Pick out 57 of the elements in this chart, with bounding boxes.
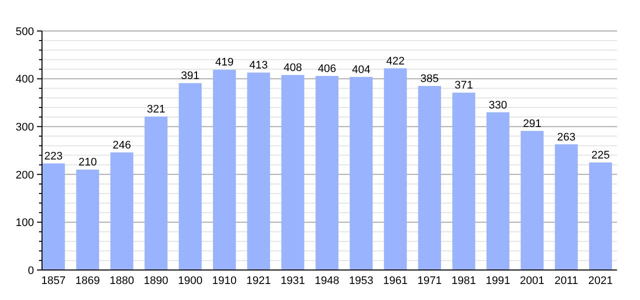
data-label: 291: [522, 118, 542, 130]
x-tick-label: 1890: [144, 275, 168, 287]
data-label: 210: [78, 156, 97, 169]
y-tick-label: 500: [16, 26, 34, 38]
x-tick-label: 1880: [110, 275, 134, 287]
data-label: 406: [318, 62, 336, 75]
bar: [520, 130, 544, 270]
bar: [554, 144, 578, 270]
bar: [110, 152, 134, 270]
bar: [178, 83, 202, 270]
bar: [42, 163, 65, 270]
data-label: 321: [146, 104, 166, 116]
bar: [384, 68, 407, 270]
x-tick-label: 1869: [75, 275, 100, 287]
y-tick-label: 300: [16, 121, 34, 134]
x-tick-label: 2011: [554, 275, 578, 287]
bar: [247, 72, 270, 270]
bar: [350, 76, 373, 270]
y-tick-label: 400: [16, 74, 34, 86]
bar: [589, 162, 612, 270]
x-tick-label: 1991: [486, 275, 510, 287]
data-label: 385: [420, 72, 439, 85]
bar: [212, 70, 236, 270]
y-tick-label: 100: [16, 217, 34, 230]
y-tick-label: 0: [28, 264, 34, 277]
x-tick-label: 1931: [280, 275, 306, 287]
x-tick-label: 2001: [520, 275, 544, 287]
x-tick-label: 1857: [41, 275, 66, 287]
bar: [76, 170, 100, 270]
data-label: 330: [488, 99, 508, 112]
data-label: 371: [454, 80, 473, 92]
data-label: 422: [386, 55, 405, 68]
data-label: 404: [352, 64, 370, 76]
data-label: 223: [44, 150, 63, 162]
x-tick-label: 1981: [452, 275, 476, 287]
bar: [418, 86, 442, 270]
data-label: 413: [249, 60, 268, 72]
x-tick-label: 1921: [246, 275, 271, 287]
bar: [316, 76, 338, 270]
x-tick-label: 1910: [212, 275, 237, 287]
bar: [452, 92, 476, 270]
x-tick-label: 1953: [348, 275, 374, 287]
data-label: 391: [181, 70, 200, 82]
x-tick-label: 2021: [588, 275, 613, 287]
data-label: 246: [112, 139, 132, 152]
bar: [486, 112, 510, 270]
data-label: 408: [284, 62, 302, 74]
x-tick-label: 1961: [383, 275, 408, 287]
data-label: 419: [215, 56, 234, 69]
y-tick-label: 200: [16, 169, 34, 182]
data-label: 263: [557, 131, 576, 144]
bar: [281, 74, 304, 270]
data-label: 225: [591, 149, 610, 162]
x-tick-label: 1971: [417, 275, 442, 287]
x-tick-label: 1948: [314, 275, 340, 287]
bar: [144, 116, 168, 270]
x-tick-label: 1900: [178, 275, 202, 287]
